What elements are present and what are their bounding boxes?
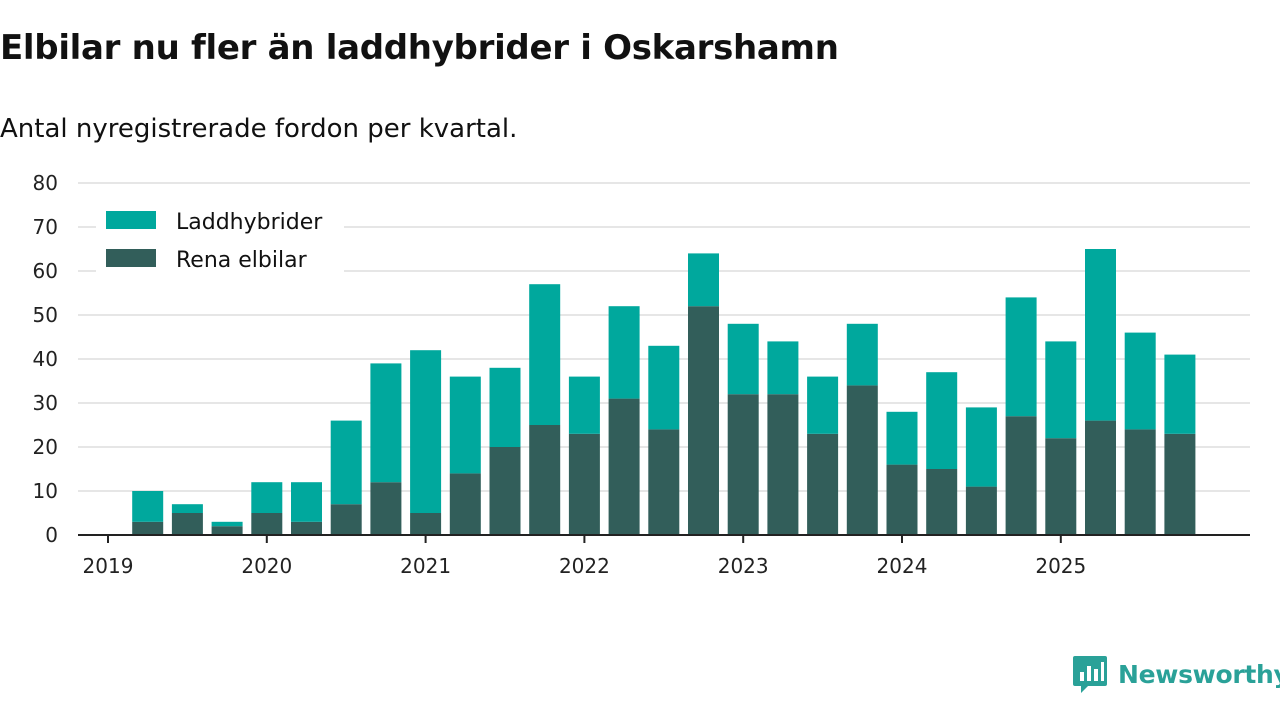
bar-rena-elbilar: [886, 464, 918, 535]
bar-rena-elbilar: [370, 482, 402, 535]
bar-rena-elbilar: [1164, 433, 1196, 535]
bar-rena-elbilar: [608, 398, 640, 535]
x-tick-label: 2022: [559, 554, 610, 578]
bar-laddhybrider: [291, 482, 322, 522]
bar-rena-elbilar: [688, 306, 719, 535]
bar-laddhybrider: [1124, 332, 1156, 430]
newsworthy-logo-icon: [1073, 656, 1107, 693]
bar-rena-elbilar: [568, 433, 600, 535]
bar-laddhybrider: [489, 367, 521, 447]
y-tick-label: 70: [33, 215, 58, 239]
bar-rena-elbilar: [807, 433, 839, 535]
bar-rena-elbilar: [449, 473, 481, 535]
bars: [132, 249, 1196, 535]
bar-rena-elbilar: [926, 469, 958, 535]
bar-rena-elbilar: [171, 513, 203, 535]
bar-laddhybrider: [1085, 249, 1116, 421]
bar-rena-elbilar: [648, 429, 680, 535]
bar-rena-elbilar: [291, 521, 322, 535]
legend-label-laddhybrider: Laddhybrider: [176, 210, 323, 235]
bar-laddhybrider: [648, 345, 680, 430]
bar-laddhybrider: [568, 376, 600, 434]
bar-laddhybrider: [1164, 354, 1196, 434]
y-tick-label: 20: [33, 435, 58, 459]
bar-laddhybrider: [926, 372, 958, 469]
bar-rena-elbilar: [1085, 420, 1116, 535]
bar-laddhybrider: [370, 363, 402, 483]
bar-laddhybrider: [251, 482, 283, 513]
bar-laddhybrider: [846, 323, 878, 386]
chart-subtitle: Antal nyregistrerade fordon per kvartal.: [0, 114, 518, 144]
y-tick-label: 40: [33, 347, 58, 371]
bar-laddhybrider: [330, 420, 362, 505]
bar-rena-elbilar: [489, 447, 521, 535]
x-tick-label: 2021: [400, 554, 451, 578]
x-tick-label: 2024: [877, 554, 928, 578]
y-tick-label: 0: [45, 523, 58, 547]
legend-swatch-laddhybrider: [106, 211, 156, 229]
bar-laddhybrider: [211, 521, 243, 527]
brand-name: Newsworthy: [1118, 659, 1280, 689]
y-axis-labels: 0 10 20 30 40 50 60 70 80: [33, 171, 58, 547]
bar-rena-elbilar: [727, 394, 759, 535]
x-axis: 2019 2020 2021 2022 2023 2024 2025: [78, 534, 1250, 578]
chart-title: Elbilar nu fler än laddhybrider i Oskars…: [0, 28, 839, 68]
bar-rena-elbilar: [211, 526, 243, 535]
y-tick-label: 50: [33, 303, 58, 327]
legend: Laddhybrider Rena elbilar: [96, 200, 344, 274]
bar-laddhybrider: [171, 504, 203, 513]
bar-laddhybrider: [529, 284, 561, 425]
bar-laddhybrider: [132, 491, 164, 522]
bar-laddhybrider: [608, 306, 640, 399]
legend-label-rena-elbilar: Rena elbilar: [176, 248, 308, 273]
bar-laddhybrider: [1045, 341, 1077, 439]
y-tick-label: 30: [33, 391, 58, 415]
bar-rena-elbilar: [410, 513, 442, 535]
bar-laddhybrider: [886, 411, 918, 465]
bar-rena-elbilar: [965, 486, 997, 535]
x-tick-label: 2023: [718, 554, 769, 578]
bar-rena-elbilar: [767, 394, 799, 535]
bar-rena-elbilar: [1005, 416, 1037, 535]
x-tick-label: 2020: [241, 554, 292, 578]
y-tick-label: 60: [33, 259, 58, 283]
bar-rena-elbilar: [1124, 429, 1156, 535]
y-tick-label: 10: [33, 479, 58, 503]
bar-rena-elbilar: [846, 385, 878, 535]
x-tick-label: 2019: [83, 554, 134, 578]
bar-rena-elbilar: [251, 513, 283, 535]
bar-laddhybrider: [688, 253, 719, 307]
bar-rena-elbilar: [132, 521, 164, 535]
bar-rena-elbilar: [330, 504, 362, 535]
y-tick-label: 80: [33, 171, 58, 195]
legend-swatch-rena-elbilar: [106, 249, 156, 267]
bar-rena-elbilar: [1045, 438, 1077, 535]
x-tick-label: 2025: [1035, 554, 1086, 578]
bar-rena-elbilar: [529, 425, 561, 535]
brand-logo: Newsworthy: [1072, 654, 1280, 694]
bar-laddhybrider: [767, 341, 799, 395]
bar-laddhybrider: [449, 376, 481, 474]
bar-laddhybrider: [807, 376, 839, 434]
bar-laddhybrider: [410, 350, 442, 513]
bar-laddhybrider: [1005, 297, 1037, 417]
bar-laddhybrider: [965, 407, 997, 487]
bar-laddhybrider: [727, 323, 759, 395]
